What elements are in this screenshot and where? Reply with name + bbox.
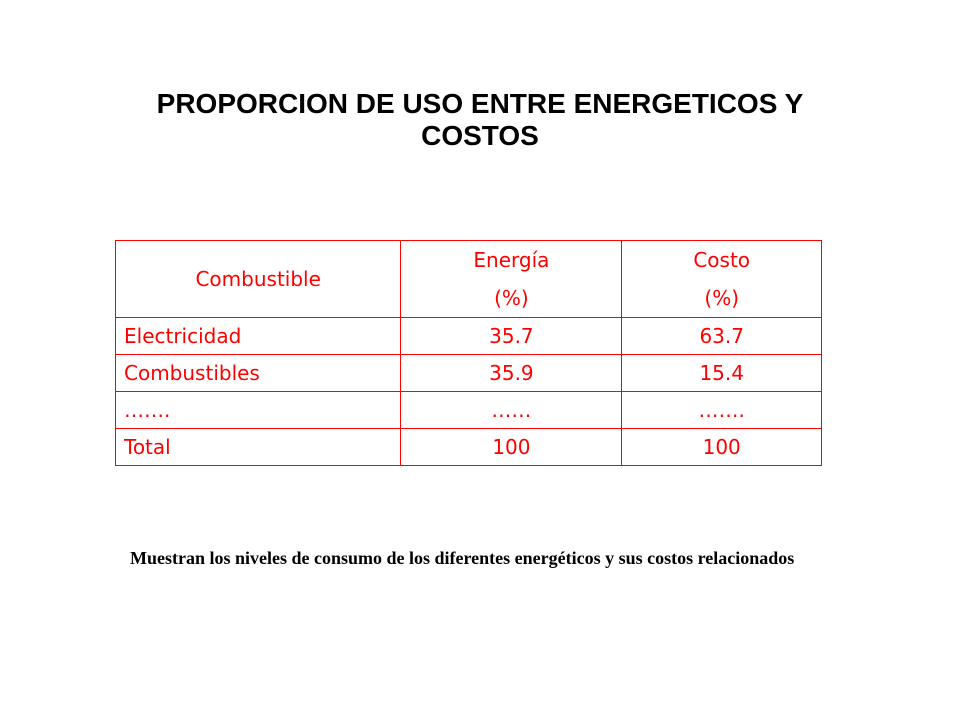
page-title-line2: COSTOS [421, 120, 539, 151]
page-title: PROPORCION DE USO ENTRE ENERGETICOS Y CO… [60, 88, 900, 152]
row-costo-value: 15.4 [621, 354, 822, 392]
row-label: Total [114, 428, 402, 466]
table-row: ……. …… ……. [114, 391, 822, 429]
table-row: Combustibles 35.9 15.4 [114, 354, 822, 392]
row-label: ……. [114, 391, 402, 429]
table-row: Electricidad 35.7 63.7 [114, 317, 822, 355]
header-energia-label: Energía [473, 248, 550, 272]
row-label: Combustibles [114, 354, 402, 392]
table-row-total: Total 100 100 [114, 428, 822, 466]
header-costo-label: Costo [693, 248, 751, 272]
header-costo-unit: (%) [704, 286, 739, 310]
row-energia-value: 35.7 [400, 317, 623, 355]
caption-text: Muestran los niveles de consumo de los d… [130, 548, 795, 568]
row-costo-value: 63.7 [621, 317, 822, 355]
row-costo-value: ……. [621, 391, 822, 429]
row-energia-value: …… [400, 391, 623, 429]
table-header-row: Combustible Energía (%) Costo (%) [114, 240, 822, 318]
row-energia-value: 100 [400, 428, 623, 466]
row-costo-value: 100 [621, 428, 822, 466]
energy-cost-table: Combustible Energía (%) Costo (%) Electr… [114, 240, 822, 466]
row-energia-value: 35.9 [400, 354, 623, 392]
header-costo: Costo (%) [621, 240, 822, 318]
header-energia: Energía (%) [400, 240, 623, 318]
header-energia-unit: (%) [494, 286, 529, 310]
page-title-line1: PROPORCION DE USO ENTRE ENERGETICOS Y [156, 88, 804, 119]
header-combustible: Combustible [114, 240, 402, 318]
row-label: Electricidad [114, 317, 402, 355]
